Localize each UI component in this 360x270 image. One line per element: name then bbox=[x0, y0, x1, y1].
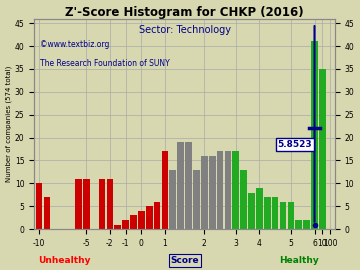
Bar bbox=[75, 179, 82, 229]
Bar bbox=[83, 179, 90, 229]
Bar bbox=[146, 206, 153, 229]
Text: Sector: Technology: Sector: Technology bbox=[139, 25, 231, 35]
Text: The Research Foundation of SUNY: The Research Foundation of SUNY bbox=[40, 59, 170, 68]
Text: Unhealthy: Unhealthy bbox=[38, 256, 91, 265]
Text: 5.8523: 5.8523 bbox=[278, 140, 312, 149]
Bar bbox=[319, 69, 326, 229]
Bar bbox=[311, 42, 318, 229]
Bar bbox=[122, 220, 129, 229]
Bar bbox=[303, 220, 310, 229]
Bar bbox=[256, 188, 263, 229]
Bar bbox=[177, 142, 184, 229]
Bar bbox=[185, 142, 192, 229]
Bar bbox=[154, 202, 161, 229]
Y-axis label: Number of companies (574 total): Number of companies (574 total) bbox=[5, 66, 12, 182]
Bar bbox=[44, 197, 50, 229]
Bar bbox=[138, 211, 145, 229]
Bar bbox=[130, 215, 137, 229]
Text: ©www.textbiz.org: ©www.textbiz.org bbox=[40, 40, 110, 49]
Bar bbox=[107, 179, 113, 229]
Bar bbox=[233, 151, 239, 229]
Bar bbox=[248, 193, 255, 229]
Bar bbox=[288, 202, 294, 229]
Bar bbox=[99, 179, 105, 229]
Bar bbox=[36, 183, 42, 229]
Bar bbox=[296, 220, 302, 229]
Bar bbox=[170, 170, 176, 229]
Bar bbox=[201, 156, 208, 229]
Bar bbox=[209, 156, 216, 229]
Bar bbox=[193, 170, 200, 229]
Bar bbox=[225, 151, 231, 229]
Bar bbox=[280, 202, 286, 229]
Bar bbox=[162, 151, 168, 229]
Bar bbox=[240, 170, 247, 229]
Bar bbox=[217, 151, 224, 229]
Title: Z'-Score Histogram for CHKP (2016): Z'-Score Histogram for CHKP (2016) bbox=[65, 6, 304, 19]
Bar bbox=[272, 197, 279, 229]
Text: Score: Score bbox=[170, 256, 199, 265]
Bar bbox=[264, 197, 271, 229]
Bar bbox=[114, 225, 121, 229]
Text: Healthy: Healthy bbox=[279, 256, 319, 265]
